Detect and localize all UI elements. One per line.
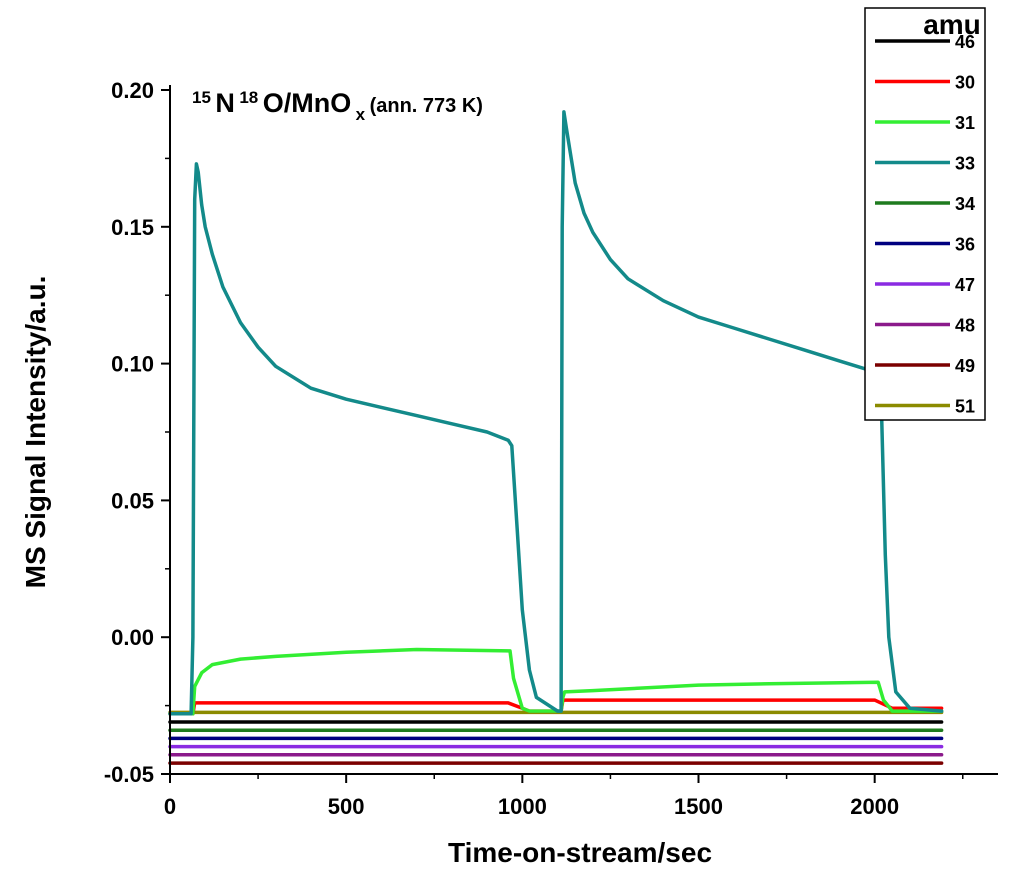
legend-label-amu-46: 46: [955, 32, 975, 52]
legend-label-amu-51: 51: [955, 397, 975, 417]
x-tick-label: 500: [328, 794, 365, 819]
legend-label-amu-47: 47: [955, 275, 975, 295]
annotation-o-sub: x: [356, 105, 366, 124]
series-line-amu-31: [168, 647, 944, 716]
y-tick-label: 0.05: [111, 488, 154, 513]
x-tick-label: 1000: [498, 794, 547, 819]
chart-annotation: 15 N 18 O/MnO x (ann. 773 K): [192, 88, 483, 124]
legend-label-amu-34: 34: [955, 194, 975, 214]
legend-label-amu-36: 36: [955, 235, 975, 255]
x-tick-label: 2000: [850, 794, 899, 819]
y-tick-label: 0.10: [111, 352, 154, 377]
annotation-n-symbol: N: [215, 88, 235, 118]
plot-area: [168, 110, 944, 765]
y-axis-title: MS Signal Intensity/a.u.: [20, 276, 51, 589]
legend: amu 46 30 31 33 34 36 47 48 49 51: [864, 7, 986, 421]
annotation-suffix: (ann. 773 K): [370, 95, 483, 117]
legend-label-amu-33: 33: [955, 154, 975, 174]
legend-label-amu-31: 31: [955, 113, 975, 133]
axes: [169, 85, 998, 775]
legend-items: 46 30 31 33 34 36 47 48 49 51: [875, 32, 975, 417]
annotation-o-mass: 18: [239, 88, 258, 107]
y-tick-label: 0.20: [111, 78, 154, 103]
x-tick-label: 1500: [674, 794, 723, 819]
y-tick-label: -0.05: [104, 762, 154, 787]
x-axis-title: Time-on-stream/sec: [448, 837, 712, 868]
legend-label-amu-48: 48: [955, 316, 975, 336]
y-tick-label: 0.00: [111, 625, 154, 650]
tick-group: 0 500 1000 1500 2000 -0.05 0.00 0.05 0.10 0.15 0.2…: [104, 78, 964, 819]
annotation-n-mass: 15: [192, 88, 211, 107]
legend-title: amu: [923, 9, 981, 40]
y-tick-label: 0.15: [111, 215, 154, 240]
annotation-o-symbol: O/MnO: [263, 88, 352, 118]
legend-label-amu-30: 30: [955, 73, 975, 93]
x-tick-label: 0: [164, 794, 176, 819]
series-line-amu-33: [168, 110, 944, 716]
legend-box: [864, 7, 986, 421]
legend-label-amu-49: 49: [955, 356, 975, 376]
